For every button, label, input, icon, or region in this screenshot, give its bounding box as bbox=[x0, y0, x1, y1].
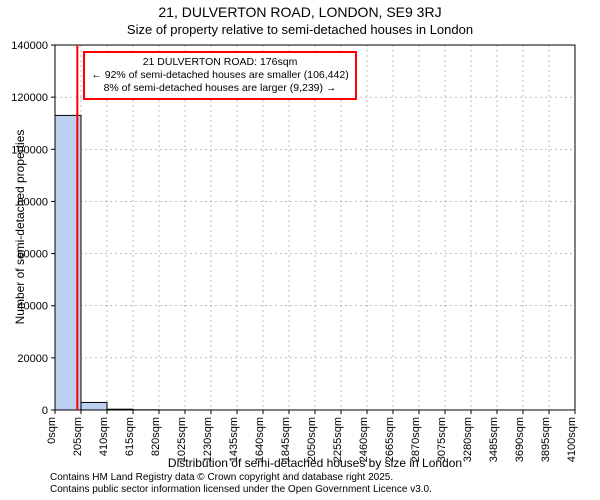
footer-line2: Contains public sector information licen… bbox=[50, 484, 432, 496]
svg-text:1025sqm: 1025sqm bbox=[176, 417, 188, 462]
svg-text:100000: 100000 bbox=[11, 144, 48, 156]
svg-text:0sqm: 0sqm bbox=[46, 417, 58, 444]
svg-text:2050sqm: 2050sqm bbox=[306, 417, 318, 462]
svg-text:40000: 40000 bbox=[17, 301, 48, 313]
svg-text:140000: 140000 bbox=[11, 40, 48, 52]
svg-text:80000: 80000 bbox=[17, 196, 48, 208]
svg-text:205sqm: 205sqm bbox=[72, 417, 84, 456]
svg-text:3690sqm: 3690sqm bbox=[514, 417, 526, 462]
svg-text:1230sqm: 1230sqm bbox=[202, 417, 214, 462]
chart-container: 21, DULVERTON ROAD, LONDON, SE9 3RJ Size… bbox=[0, 0, 600, 500]
footer-line1: Contains HM Land Registry data © Crown c… bbox=[50, 472, 432, 484]
svg-text:3075sqm: 3075sqm bbox=[436, 417, 448, 462]
svg-text:410sqm: 410sqm bbox=[98, 417, 110, 456]
svg-text:4100sqm: 4100sqm bbox=[566, 417, 578, 462]
info-line-larger: 8% of semi-detached houses are larger (9… bbox=[91, 82, 348, 95]
svg-text:2665sqm: 2665sqm bbox=[384, 417, 396, 462]
svg-text:2255sqm: 2255sqm bbox=[332, 417, 344, 462]
svg-text:615sqm: 615sqm bbox=[124, 417, 136, 456]
footer-attribution: Contains HM Land Registry data © Crown c… bbox=[50, 472, 432, 496]
svg-text:1845sqm: 1845sqm bbox=[280, 417, 292, 462]
svg-text:2870sqm: 2870sqm bbox=[410, 417, 422, 462]
svg-text:3485sqm: 3485sqm bbox=[488, 417, 500, 462]
svg-text:120000: 120000 bbox=[11, 92, 48, 104]
svg-text:3280sqm: 3280sqm bbox=[462, 417, 474, 462]
svg-text:2460sqm: 2460sqm bbox=[358, 417, 370, 462]
marker-info-box: 21 DULVERTON ROAD: 176sqm ← 92% of semi-… bbox=[83, 51, 356, 100]
info-line-smaller: ← 92% of semi-detached houses are smalle… bbox=[91, 69, 348, 82]
svg-text:1640sqm: 1640sqm bbox=[254, 417, 266, 462]
svg-text:0: 0 bbox=[42, 405, 48, 417]
svg-text:1435sqm: 1435sqm bbox=[228, 417, 240, 462]
svg-text:820sqm: 820sqm bbox=[150, 417, 162, 456]
svg-text:60000: 60000 bbox=[17, 249, 48, 261]
svg-text:20000: 20000 bbox=[17, 353, 48, 365]
info-line-property: 21 DULVERTON ROAD: 176sqm bbox=[91, 56, 348, 69]
svg-text:3895sqm: 3895sqm bbox=[540, 417, 552, 462]
